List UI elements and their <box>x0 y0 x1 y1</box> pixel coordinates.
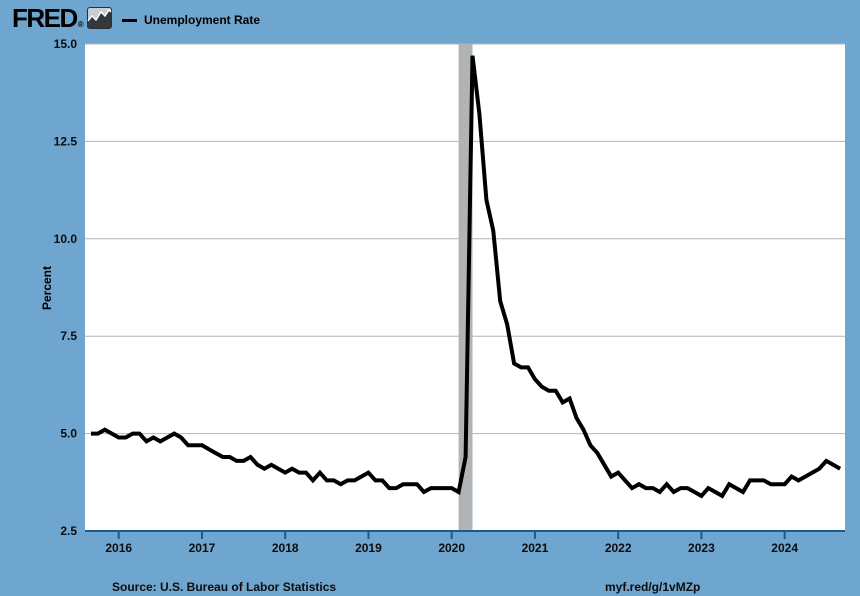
source-text: Source: U.S. Bureau of Labor Statistics <box>112 580 337 594</box>
y-tick-label-10: 10.0 <box>54 232 78 246</box>
x-tick-label-2024: 2024 <box>771 541 798 555</box>
fred-logo: FRED ® <box>12 3 112 33</box>
fred-logo-text: FRED <box>12 3 78 33</box>
x-tick-label-2016: 2016 <box>105 541 132 555</box>
y-tick-label-12.5: 12.5 <box>54 134 78 148</box>
legend-line-swatch <box>122 18 137 22</box>
y-tick-label-5: 5.0 <box>60 427 77 441</box>
y-tick-label-2.5: 2.5 <box>60 524 77 538</box>
registered-trademark: ® <box>77 20 84 29</box>
x-tick-label-2019: 2019 <box>355 541 382 555</box>
x-tick-label-2018: 2018 <box>272 541 299 555</box>
x-tick-label-2022: 2022 <box>605 541 632 555</box>
legend: Unemployment Rate <box>122 13 260 27</box>
y-tick-label-7.5: 7.5 <box>60 329 77 343</box>
legend-label: Unemployment Rate <box>144 13 261 27</box>
x-tick-label-2023: 2023 <box>688 541 715 555</box>
x-tick-label-2020: 2020 <box>438 541 465 555</box>
x-tick-label-2021: 2021 <box>522 541 549 555</box>
x-tick-label-2017: 2017 <box>189 541 216 555</box>
y-axis-title: Percent <box>40 265 54 311</box>
y-tick-label-15: 15.0 <box>54 37 78 51</box>
fred-chart-icon <box>86 7 112 29</box>
unemployment-rate-line <box>91 55 842 499</box>
chart-header: FRED ® Unemployment Rate <box>0 0 860 36</box>
short-url-link[interactable]: myf.red/g/1vMZp <box>605 580 701 594</box>
